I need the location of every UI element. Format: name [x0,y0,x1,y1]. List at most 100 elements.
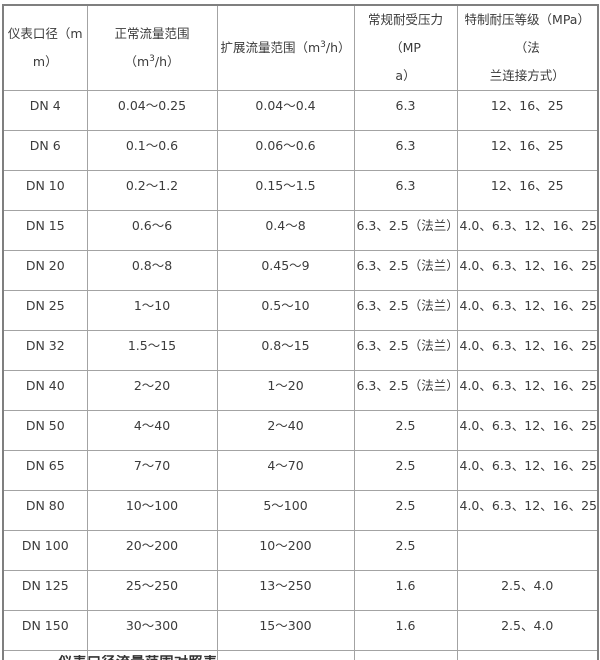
header-special-pressure: 特制耐压等级（MPa）（法 兰连接方式） [456,4,599,91]
diameter-cell: DN 40 [2,370,88,411]
special-pressure-cell: 4.0、6.3、12、16、25 [456,490,599,531]
pressure-cell: 1.6 [353,570,458,611]
diameter-cell: DN 25 [2,290,88,331]
special-pressure-cell: 4.0、6.3、12、16、25 [456,330,599,371]
diameter-cell: DN 4 [2,90,88,131]
table-row: DN 50 4～40 2～40 2.5 4.0、6.3、12、16、25 [2,410,599,451]
table-row: DN 80 10～100 5～100 2.5 4.0、6.3、12、16、25 [2,490,599,531]
table-row: DN 6 0.1～0.6 0.06～0.6 6.3 12、16、25 [2,130,599,171]
pressure-cell: 6.3、2.5（法兰） [353,370,458,411]
table-row: DN 32 1.5～15 0.8～15 6.3、2.5（法兰） 4.0、6.3、12、1… [2,330,599,371]
normal-range-cell: 4～40 [86,410,218,451]
special-pressure-cell: 4.0、6.3、12、16、25 [456,250,599,291]
extended-range-cell: 5～100 [216,490,355,531]
table-header: 仪表口径（m m） 正常流量范围（m3/h） 扩展流量范围（m3/h） 常规耐受… [2,4,599,91]
header-extended-range-post: /h） [325,40,351,55]
normal-range-cell: 7～70 [86,450,218,491]
spec-table: 仪表口径（m m） 正常流量范围（m3/h） 扩展流量范围（m3/h） 常规耐受… [2,4,599,660]
pressure-cell: 1.6 [353,650,458,660]
table-row: DN 100 20～200 10～200 2.5 [2,530,599,571]
normal-range-cell: 20～200 [86,530,218,571]
clipped-text: 仪表口径流量范围对照表 [58,655,318,660]
extended-range-cell: 15～300 [216,610,355,651]
special-pressure-cell: 12、16、25 [456,170,599,211]
extended-range-cell: 0.8～15 [216,330,355,371]
header-extended-range: 扩展流量范围（m3/h） [216,4,355,91]
extended-range-cell: 0.04～0.4 [216,90,355,131]
special-pressure-cell: 4.0、6.3、12、16、25 [456,450,599,491]
table-row: DN 20080～80040～8001.62.5、4.0 [2,650,599,660]
pressure-cell: 2.5 [353,490,458,531]
normal-range-cell: 0.8～8 [86,250,218,291]
diameter-cell: DN 80 [2,490,88,531]
diameter-cell: DN 15 [2,210,88,251]
special-pressure-cell: 2.5、4.0 [456,610,599,651]
header-row: 仪表口径（m m） 正常流量范围（m3/h） 扩展流量范围（m3/h） 常规耐受… [2,4,599,91]
pressure-cell: 6.3、2.5（法兰） [353,290,458,331]
extended-range-cell: 2～40 [216,410,355,451]
header-extended-range-pre: 扩展流量范围（m [220,40,321,55]
normal-range-cell: 30～300 [86,610,218,651]
header-normal-range-post: /h） [154,54,180,69]
normal-range-cell: 0.04～0.25 [86,90,218,131]
pressure-cell: 2.5 [353,450,458,491]
extended-range-cell: 10～200 [216,530,355,571]
special-pressure-cell: 4.0、6.3、12、16、25 [456,210,599,251]
normal-range-cell: 0.6～6 [86,210,218,251]
diameter-cell: DN 100 [2,530,88,571]
extended-range-cell: 13～250 [216,570,355,611]
diameter-cell: DN 65 [2,450,88,491]
normal-range-cell: 0.1～0.6 [86,130,218,171]
pressure-cell: 6.3 [353,90,458,131]
special-pressure-cell [456,530,599,571]
table-row: DN 65 7～70 4～70 2.5 4.0、6.3、12、16、25 [2,450,599,491]
table-row: DN 40 2～20 1～20 6.3、2.5（法兰） 4.0、6.3、12、16、25 [2,370,599,411]
table-row: DN 10 0.2～1.2 0.15～1.5 6.3 12、16、25 [2,170,599,211]
extended-range-cell: 0.15～1.5 [216,170,355,211]
diameter-cell: DN 125 [2,570,88,611]
header-pressure: 常规耐受压力（MP a） [353,4,458,91]
diameter-cell: DN 20 [2,250,88,291]
special-pressure-cell: 2.5、4.0 [456,570,599,611]
table-row: DN 20 0.8～8 0.45～9 6.3、2.5（法兰） 4.0、6.3、12、16… [2,250,599,291]
pressure-cell: 6.3 [353,130,458,171]
normal-range-cell: 25～250 [86,570,218,611]
diameter-cell: DN 32 [2,330,88,371]
extended-range-cell: 0.45～9 [216,250,355,291]
table-row: DN 15 0.6～6 0.4～8 6.3、2.5（法兰） 4.0、6.3、12、16、… [2,210,599,251]
table-row: DN 25 1～10 0.5～10 6.3、2.5（法兰） 4.0、6.3、12、16、… [2,290,599,331]
special-pressure-cell: 12、16、25 [456,130,599,171]
extended-range-cell: 0.06～0.6 [216,130,355,171]
special-pressure-cell: 12、16、25 [456,90,599,131]
table-body: DN 4 0.04～0.25 0.04～0.4 6.3 12、16、25 DN 6 0.1～… [2,90,599,660]
header-normal-range-pre: 正常流量范围（m [114,26,190,69]
extended-range-cell: 1～20 [216,370,355,411]
extended-range-cell: 0.5～10 [216,290,355,331]
diameter-cell: DN 10 [2,170,88,211]
special-pressure-cell: 4.0、6.3、12、16、25 [456,410,599,451]
header-normal-range-sup: 3 [149,54,155,64]
pressure-cell: 1.6 [353,610,458,651]
special-pressure-cell: 4.0、6.3、12、16、25 [456,290,599,331]
pressure-cell: 2.5 [353,410,458,451]
diameter-cell: DN 6 [2,130,88,171]
extended-range-cell: 4～70 [216,450,355,491]
normal-range-cell: 10～100 [86,490,218,531]
diameter-cell: DN 150 [2,610,88,651]
extended-range-cell: 0.4～8 [216,210,355,251]
pressure-cell: 6.3、2.5（法兰） [353,250,458,291]
pressure-cell: 6.3 [353,170,458,211]
diameter-cell: DN 50 [2,410,88,451]
special-pressure-cell: 4.0、6.3、12、16、25 [456,370,599,411]
pressure-cell: 6.3、2.5（法兰） [353,330,458,371]
special-pressure-cell: 2.5、4.0 [456,650,599,660]
pressure-cell: 6.3、2.5（法兰） [353,210,458,251]
table-row: DN 4 0.04～0.25 0.04～0.4 6.3 12、16、25 [2,90,599,131]
header-diameter: 仪表口径（m m） [2,4,88,91]
normal-range-cell: 0.2～1.2 [86,170,218,211]
header-extended-range-sup: 3 [320,40,326,50]
header-normal-range: 正常流量范围（m3/h） [86,4,218,91]
pressure-cell: 2.5 [353,530,458,571]
normal-range-cell: 1～10 [86,290,218,331]
